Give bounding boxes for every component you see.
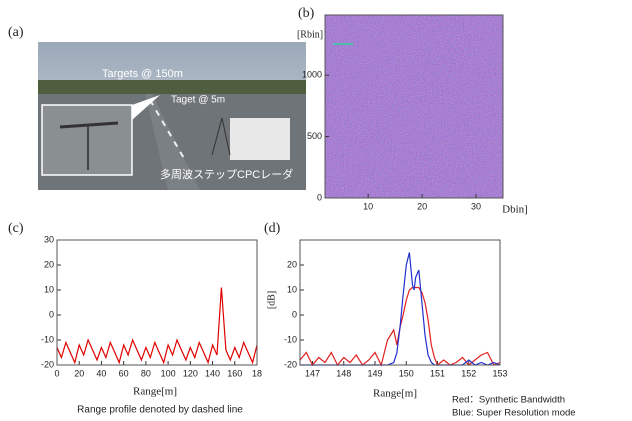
x-tick-label: 151 (430, 368, 445, 378)
y-tick-label: -10 (284, 334, 297, 344)
plot-area (300, 240, 500, 365)
photo-label: Targets @ 150m (102, 68, 183, 80)
x-axis-label: Range[m] (133, 386, 177, 398)
x-tick-label: 150 (399, 368, 414, 378)
y-tick-label: -20 (41, 359, 54, 369)
figure: (a) (b) (c) (d) Targets @ 150m Taget @ 5… (0, 0, 632, 421)
x-tick-label: 0 (54, 368, 59, 378)
x-axis-label: Range[m] (373, 388, 417, 400)
x-tick-label: 20 (74, 368, 84, 378)
x-tick-label: 160 (227, 368, 242, 378)
y-tick-label: 500 (307, 131, 322, 141)
y-tick-label: -20 (284, 359, 297, 369)
x-tick-label: 148 (336, 368, 351, 378)
x-tick-label: 149 (367, 368, 382, 378)
legend-entry: Blue: Super Resolution mode (452, 408, 576, 419)
y-tick-label: 10 (287, 284, 297, 294)
x-tick-label: 18 (252, 368, 262, 378)
panel-label: (c) (8, 221, 24, 236)
y-tick-label: 1000 (302, 70, 322, 80)
x-tick-label: 153 (492, 368, 507, 378)
x-tick-label: 30 (471, 201, 481, 211)
y-tick-label: 0 (49, 309, 54, 319)
x-tick-label: 10 (363, 201, 373, 211)
x-tick-label: 140 (205, 368, 220, 378)
panel-label: (b) (298, 6, 315, 21)
heatmap-texture (325, 15, 503, 198)
x-axis-label: Dbin] (502, 204, 528, 216)
x-tick-label: 147 (305, 368, 320, 378)
x-tick-label: 80 (141, 368, 151, 378)
y-tick-label: 0 (292, 309, 297, 319)
panel-label: (a) (8, 25, 24, 40)
x-tick-label: 120 (183, 368, 198, 378)
photo-label: Taget @ 5m (171, 95, 225, 106)
x-tick-label: 152 (461, 368, 476, 378)
y-tick-label: 10 (44, 284, 54, 294)
x-tick-label: 60 (119, 368, 129, 378)
x-tick-label: 20 (417, 201, 427, 211)
x-tick-label: 40 (96, 368, 106, 378)
caption: Range profile denoted by dashed line (77, 405, 243, 416)
legend-entry: Red：Synthetic Bandwidth (452, 395, 565, 406)
y-tick-label: 30 (44, 234, 54, 244)
photo: Targets @ 150m Taget @ 5m 多周波ステップCPCレーダ (38, 42, 306, 190)
panel-label: (d) (264, 221, 281, 236)
y-tick-label: 20 (44, 259, 54, 269)
x-tick-label: 100 (161, 368, 176, 378)
y-axis-label: [Rbin] (297, 29, 323, 40)
photo-label: 多周波ステップCPCレーダ (160, 167, 293, 181)
y-tick-label: -10 (41, 334, 54, 344)
y-tick-label: 0 (317, 192, 322, 202)
y-axis-label: [dB] (266, 291, 277, 309)
y-tick-label: 20 (287, 259, 297, 269)
